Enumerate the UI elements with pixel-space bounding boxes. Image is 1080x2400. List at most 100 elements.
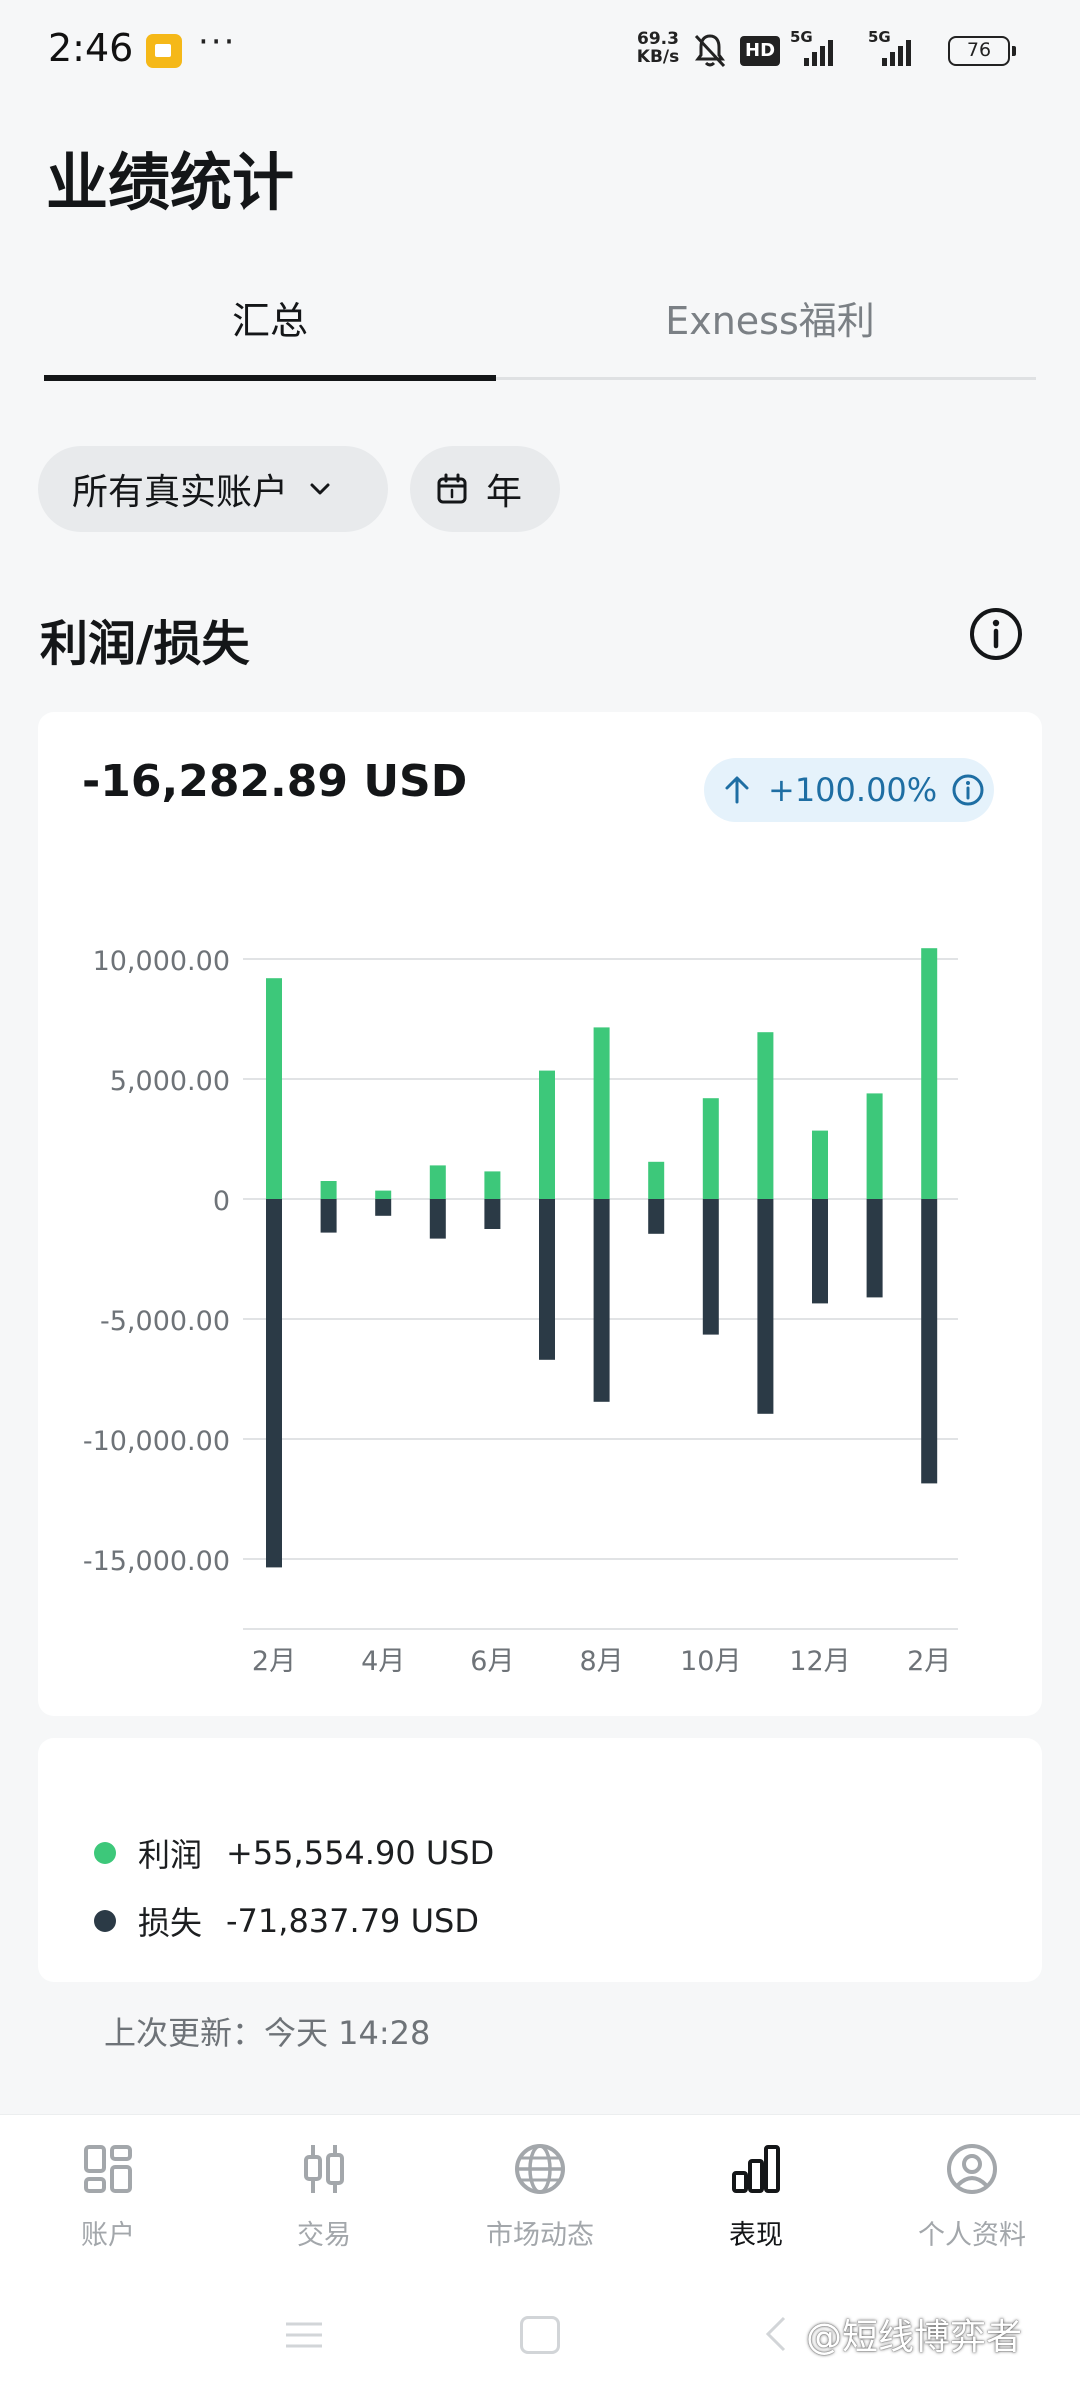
x-tick-label: 2月: [252, 1646, 296, 1677]
profit-loss-bar-chart: 10,000.00 5,000.00 0 -5,000.00 -10,000.00 -15…: [83, 946, 958, 1677]
account-filter-dropdown[interactable]: 所有真实账户: [38, 446, 388, 532]
section-title: 利润/损失: [40, 616, 250, 672]
status-time: 2:46: [48, 26, 134, 70]
candlestick-icon: [304, 2145, 344, 2193]
legend-profit: 利润 +55,554.90 USD: [94, 1830, 494, 1876]
profit-bar[interactable]: [375, 1190, 392, 1199]
chevron-down-icon: [310, 483, 330, 495]
network-speed-value: 69.3: [637, 29, 679, 49]
x-tick-label: 8月: [580, 1646, 624, 1677]
tab-exness-bonus[interactable]: Exness福利: [665, 299, 875, 343]
loss-bar[interactable]: [539, 1199, 555, 1360]
nav-profile-label: 个人资料: [918, 2220, 1026, 2251]
network-speed: 69.3 KB/s: [632, 30, 684, 66]
y-tick-label: 0: [213, 1186, 230, 1217]
nav-profile[interactable]: 个人资料: [864, 2141, 1080, 2252]
bell-muted-icon: [694, 34, 726, 68]
profit-bar[interactable]: [593, 1027, 610, 1199]
user-profile-icon: [947, 2144, 997, 2194]
loss-color-dot: [94, 1910, 116, 1932]
loss-bar[interactable]: [702, 1199, 719, 1335]
legend-card: 利润 +55,554.90 USD 损失 -71,837.79 USD: [38, 1738, 1042, 1982]
profit-bar[interactable]: [921, 948, 938, 1199]
nav-performance-label: 表现: [729, 2220, 783, 2251]
more-notifications-icon: ···: [198, 22, 237, 62]
legend-profit-value: +55,554.90 USD: [226, 1834, 495, 1872]
x-tick-label: 12月: [789, 1646, 850, 1677]
loss-bar[interactable]: [320, 1199, 337, 1233]
total-profit-loss: -16,282.89 USD: [82, 756, 468, 807]
signal-sim1-icon: 5G: [790, 28, 850, 68]
profit-color-dot: [94, 1842, 116, 1864]
bar-chart-icon: [732, 2145, 780, 2193]
legend-loss: 损失 -71,837.79 USD: [94, 1898, 479, 1944]
battery-level: 76: [966, 39, 992, 61]
hd-voice-icon: HD: [740, 36, 781, 66]
profit-bar[interactable]: [648, 1161, 665, 1199]
watermark: @短线博弈者: [806, 2317, 1023, 2358]
tab-summary[interactable]: 汇总: [231, 299, 308, 343]
loss-bar[interactable]: [429, 1199, 446, 1239]
profit-bar[interactable]: [702, 1098, 719, 1199]
bottom-navigation: 账户 交易 市场动态 表现 个: [0, 2114, 1080, 2264]
profit-bar[interactable]: [320, 1181, 337, 1199]
y-tick-label: -10,000.00: [83, 1426, 230, 1457]
profit-loss-chart-card: -16,282.89 USD +100.00% 10,000.00 5,000.0…: [38, 712, 1042, 1716]
period-filter-button[interactable]: 年: [410, 446, 560, 532]
last-updated: 上次更新：今天 14:28: [104, 2014, 431, 2052]
nav-account[interactable]: 账户: [0, 2141, 216, 2252]
x-tick-label: 2月: [907, 1646, 951, 1677]
change-badge[interactable]: +100.00%: [704, 758, 994, 822]
loss-bar[interactable]: [375, 1199, 392, 1216]
nav-account-label: 账户: [81, 2220, 135, 2251]
profit-bar[interactable]: [866, 1093, 883, 1199]
profit-bar[interactable]: [484, 1171, 501, 1199]
profit-bar[interactable]: [539, 1070, 555, 1199]
loss-bar[interactable]: [812, 1199, 828, 1304]
loss-bar[interactable]: [484, 1199, 501, 1229]
profit-bar[interactable]: [812, 1130, 828, 1199]
legend-loss-value: -71,837.79 USD: [226, 1902, 479, 1940]
page-title: 业绩统计: [46, 146, 295, 219]
loss-bar[interactable]: [593, 1199, 610, 1402]
active-tab-indicator: [44, 375, 496, 381]
y-tick-label: -15,000.00: [83, 1546, 230, 1577]
recent-apps-icon[interactable]: [284, 2320, 324, 2350]
y-tick-label: 10,000.00: [93, 946, 230, 977]
home-button-icon[interactable]: [520, 2316, 560, 2354]
image-notification-icon: [146, 34, 182, 68]
loss-bar[interactable]: [921, 1199, 938, 1484]
legend-profit-label: 利润: [138, 1836, 203, 1874]
back-icon[interactable]: [760, 2314, 790, 2354]
network-speed-unit: KB/s: [636, 47, 680, 67]
dashboard-grid-icon: [84, 2145, 132, 2193]
y-tick-label: -5,000.00: [100, 1306, 230, 1337]
loss-bar[interactable]: [648, 1199, 665, 1234]
nav-market[interactable]: 市场动态: [432, 2141, 648, 2252]
profit-bar[interactable]: [429, 1165, 446, 1199]
nav-trade[interactable]: 交易: [216, 2141, 432, 2252]
y-tick-label: 5,000.00: [110, 1066, 230, 1097]
sim1-network-label: 5G: [790, 28, 813, 46]
info-icon: [952, 774, 984, 806]
change-percent: +100.00%: [768, 771, 938, 809]
profit-bar[interactable]: [266, 978, 282, 1199]
nav-performance[interactable]: 表现: [648, 2141, 864, 2252]
profit-bar[interactable]: [757, 1032, 774, 1199]
nav-market-label: 市场动态: [486, 2220, 594, 2251]
loss-bar[interactable]: [866, 1199, 883, 1298]
status-bar: 2:46 ··· 69.3 KB/s HD 5G 5G 76: [0, 0, 1080, 100]
loss-bar[interactable]: [757, 1199, 774, 1414]
arrow-up-icon: [725, 776, 749, 804]
globe-icon: [515, 2144, 565, 2194]
nav-trade-label: 交易: [297, 2220, 351, 2251]
legend-loss-label: 损失: [138, 1904, 203, 1942]
battery-icon: 76: [948, 36, 1016, 66]
signal-sim2-icon: 5G: [868, 28, 928, 68]
loss-bar[interactable]: [266, 1199, 282, 1568]
x-tick-label: 10月: [680, 1646, 741, 1677]
info-icon[interactable]: [968, 606, 1024, 662]
sim2-network-label: 5G: [868, 28, 891, 46]
account-filter-label: 所有真实账户: [72, 472, 289, 513]
calendar-icon: [437, 473, 467, 504]
